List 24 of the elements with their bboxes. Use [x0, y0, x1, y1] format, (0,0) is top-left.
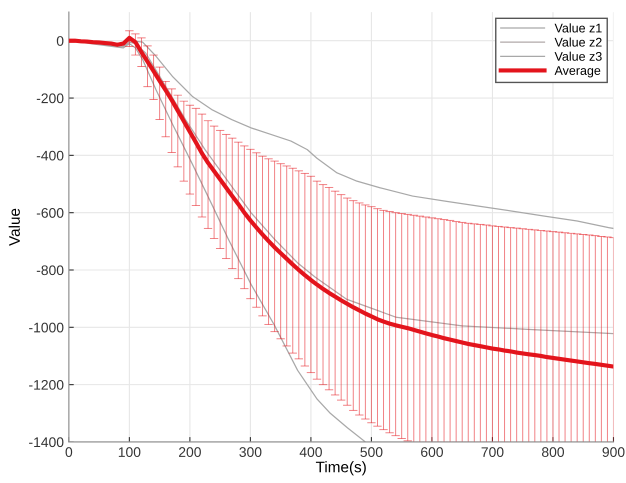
x-tick-label: 600	[421, 447, 443, 458]
x-tick-label: 800	[542, 447, 564, 458]
legend-label: Average	[554, 66, 600, 78]
y-tick-label: 0	[56, 36, 64, 46]
x-tick-label: 0	[66, 447, 72, 458]
y-tick-label: -1000	[29, 322, 64, 332]
y-tick-label: -600	[36, 208, 64, 218]
legend-label: Value z1	[554, 23, 602, 33]
y-tick-label: -1400	[29, 437, 64, 448]
legend-label: Value z2	[554, 37, 602, 47]
y-tick-label: -400	[36, 150, 64, 161]
x-tick-label: 200	[179, 447, 201, 458]
y-tick-label: -200	[36, 93, 64, 104]
legend-label: Value z3	[554, 52, 602, 61]
x-tick-label: 300	[239, 447, 262, 458]
y-tick-label: -800	[36, 265, 64, 276]
x-tick-label: 700	[482, 447, 504, 458]
x-axis-title: Time(s)	[316, 461, 366, 476]
x-tick-label: 500	[360, 447, 382, 458]
y-tick-label: -1200	[29, 380, 64, 390]
y-axis-title: Value	[8, 208, 20, 246]
x-tick-label: 400	[300, 447, 322, 458]
x-tick-label: 100	[118, 447, 140, 458]
x-tick-label: 900	[602, 447, 625, 458]
